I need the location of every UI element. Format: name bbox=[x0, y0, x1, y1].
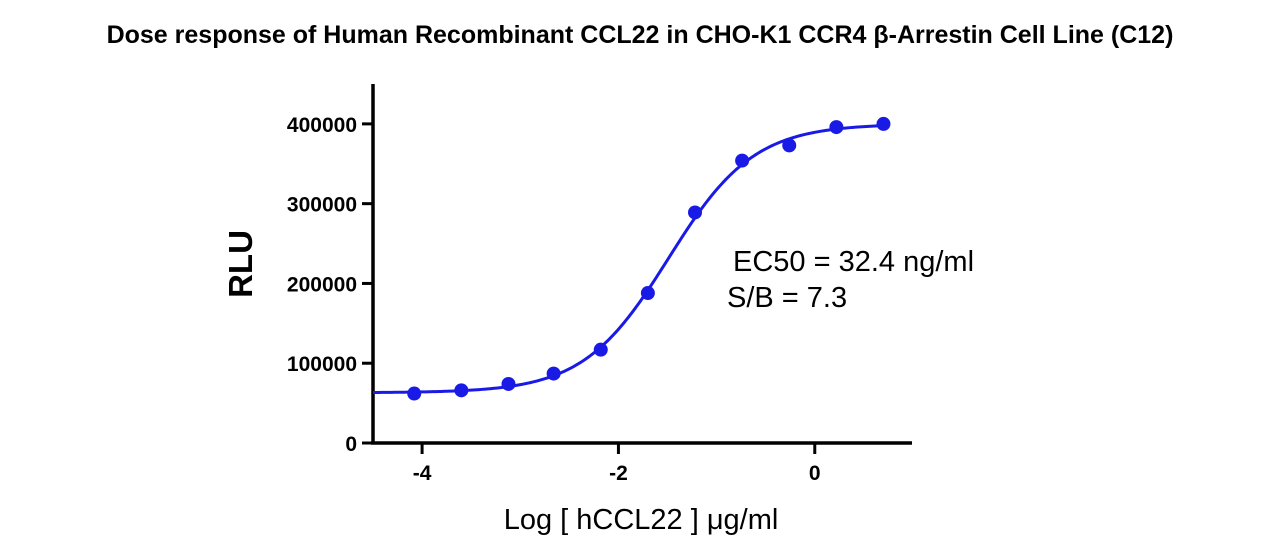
data-point bbox=[593, 342, 608, 357]
data-point bbox=[407, 386, 422, 401]
data-point bbox=[688, 205, 703, 220]
y-tick-label: 0 bbox=[345, 433, 357, 456]
y-axis: 0 100000 200000 300000 400000 bbox=[287, 84, 375, 456]
y-tick-label: 300000 bbox=[287, 194, 357, 217]
data-points bbox=[407, 116, 891, 401]
x-axis-ticks: -4 -2 0 bbox=[413, 443, 821, 485]
y-axis-ticks: 0 100000 200000 300000 400000 bbox=[287, 114, 373, 456]
data-point bbox=[735, 153, 750, 168]
data-point bbox=[501, 376, 516, 391]
sb-annotation: S/B = 7.3 bbox=[727, 282, 847, 314]
x-tick-label: -4 bbox=[413, 462, 432, 485]
y-tick-label: 200000 bbox=[287, 273, 357, 296]
y-tick-label: 400000 bbox=[287, 114, 357, 137]
ec50-annotation: EC50 = 32.4 ng/ml bbox=[733, 246, 974, 278]
x-tick-label: -2 bbox=[609, 462, 628, 485]
x-tick-label: 0 bbox=[809, 462, 821, 485]
y-axis-label: RLU bbox=[222, 230, 259, 298]
x-axis: -4 -2 0 bbox=[371, 441, 912, 485]
data-point bbox=[829, 120, 844, 135]
data-point bbox=[782, 138, 797, 153]
data-point bbox=[454, 383, 469, 398]
data-point bbox=[876, 116, 891, 131]
data-point bbox=[546, 366, 561, 381]
data-point bbox=[640, 286, 655, 301]
y-tick-label: 100000 bbox=[287, 353, 357, 376]
x-axis-label: Log [ hCCL22 ] μg/ml bbox=[504, 504, 779, 536]
chart-title: Dose response of Human Recombinant CCL22… bbox=[107, 21, 1174, 49]
